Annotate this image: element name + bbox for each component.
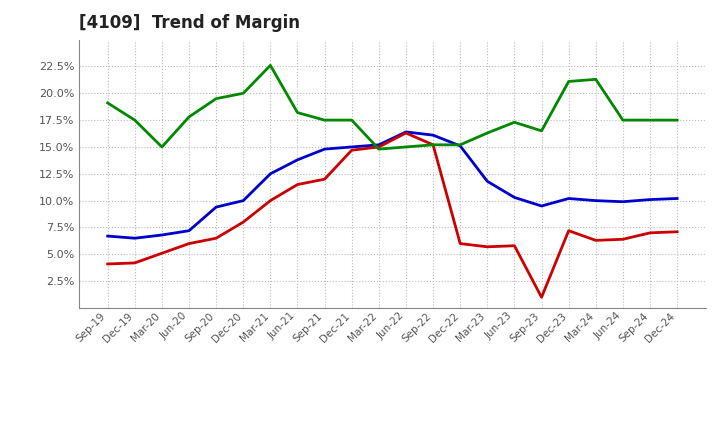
Ordinary Income [483,179,492,184]
Ordinary Income [212,205,220,210]
Line: Ordinary Income: Ordinary Income [108,132,677,238]
Operating Cashflow [456,142,464,147]
Operating Cashflow [510,120,518,125]
Net Income [591,238,600,243]
Operating Cashflow [402,144,410,150]
Ordinary Income [293,157,302,162]
Operating Cashflow [564,79,573,84]
Operating Cashflow [591,77,600,82]
Operating Cashflow [104,100,112,106]
Operating Cashflow [320,117,329,123]
Ordinary Income [104,234,112,239]
Ordinary Income [618,199,627,204]
Net Income [320,176,329,182]
Net Income [483,244,492,249]
Net Income [618,237,627,242]
Ordinary Income [320,147,329,152]
Ordinary Income [564,196,573,201]
Net Income [158,251,166,256]
Operating Cashflow [130,117,139,123]
Net Income [266,198,275,203]
Ordinary Income [185,228,194,233]
Net Income [428,142,437,147]
Operating Cashflow [266,63,275,68]
Net Income [185,241,194,246]
Net Income [646,230,654,235]
Net Income [293,182,302,187]
Ordinary Income [672,196,681,201]
Ordinary Income [591,198,600,203]
Net Income [130,260,139,266]
Operating Cashflow [293,110,302,115]
Line: Net Income: Net Income [108,133,677,297]
Ordinary Income [130,235,139,241]
Net Income [402,130,410,136]
Ordinary Income [646,197,654,202]
Operating Cashflow [428,142,437,147]
Operating Cashflow [239,91,248,96]
Ordinary Income [510,195,518,200]
Net Income [104,261,112,267]
Operating Cashflow [374,147,383,152]
Ordinary Income [456,143,464,149]
Net Income [374,144,383,150]
Operating Cashflow [672,117,681,123]
Net Income [212,235,220,241]
Operating Cashflow [537,128,546,133]
Operating Cashflow [618,117,627,123]
Operating Cashflow [158,144,166,150]
Operating Cashflow [212,96,220,101]
Net Income [510,243,518,248]
Ordinary Income [402,129,410,135]
Ordinary Income [537,203,546,209]
Operating Cashflow [483,130,492,136]
Line: Operating Cashflow: Operating Cashflow [108,66,677,149]
Ordinary Income [348,144,356,150]
Net Income [456,241,464,246]
Ordinary Income [374,142,383,147]
Operating Cashflow [348,117,356,123]
Ordinary Income [266,171,275,176]
Net Income [564,228,573,233]
Ordinary Income [239,198,248,203]
Operating Cashflow [646,117,654,123]
Text: [4109]  Trend of Margin: [4109] Trend of Margin [79,15,300,33]
Ordinary Income [428,132,437,138]
Net Income [672,229,681,235]
Net Income [537,295,546,300]
Net Income [239,220,248,225]
Ordinary Income [158,232,166,238]
Operating Cashflow [185,114,194,120]
Net Income [348,147,356,153]
